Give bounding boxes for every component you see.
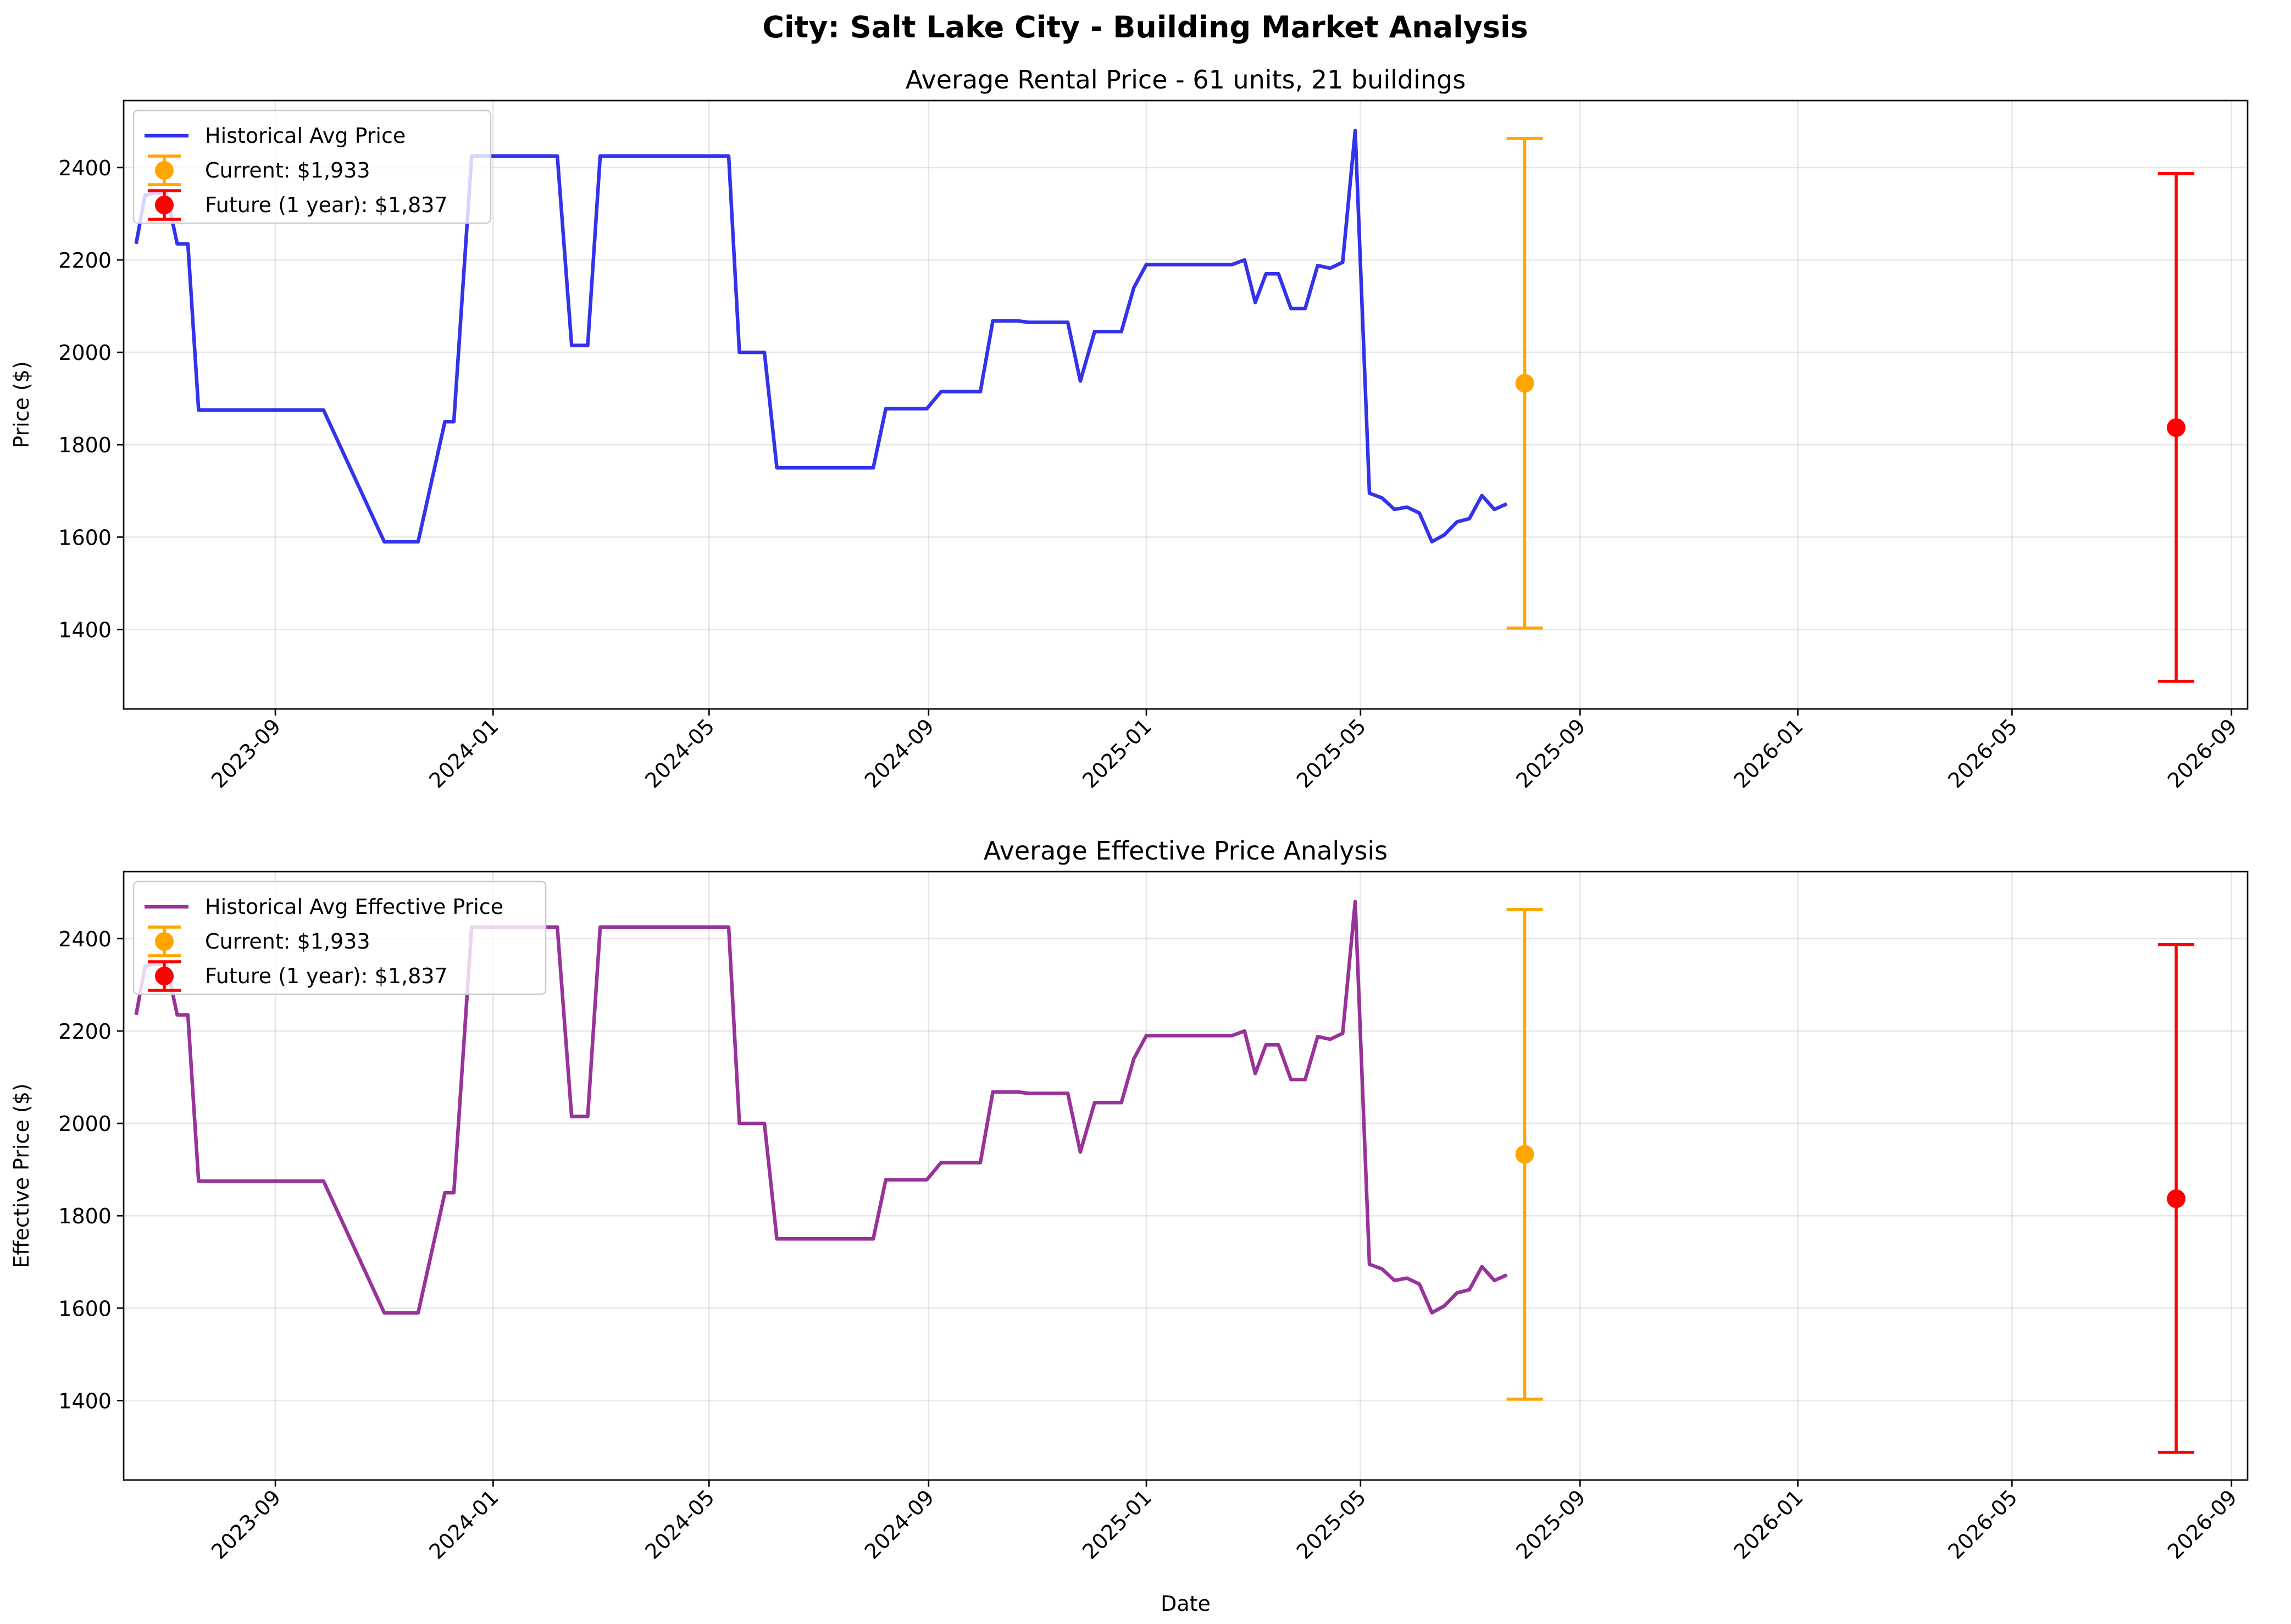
y-tick-label: 1400 bbox=[58, 1389, 112, 1413]
y-tick-label: 1800 bbox=[58, 433, 112, 457]
x-tick-label: 2026-01 bbox=[1729, 714, 1808, 792]
legend-label: Future (1 year): $1,837 bbox=[205, 964, 448, 988]
x-tick-label: 2023-09 bbox=[207, 714, 285, 792]
x-tick-label: 2026-05 bbox=[1943, 714, 2022, 792]
x-tick-label: 2023-09 bbox=[207, 1485, 285, 1564]
rental-price-chart: Average Rental Price - 61 units, 21 buil… bbox=[9, 65, 2249, 793]
chart-title: Average Effective Price Analysis bbox=[984, 836, 1388, 866]
x-tick-label: 2024-09 bbox=[860, 1485, 939, 1564]
legend-box bbox=[132, 880, 547, 995]
series-line bbox=[134, 129, 1508, 544]
legend-box bbox=[132, 109, 492, 224]
legend-label: Historical Avg Effective Price bbox=[205, 895, 503, 919]
x-tick-label: 2024-01 bbox=[424, 714, 503, 792]
chart-title: Average Rental Price - 61 units, 21 buil… bbox=[906, 65, 1466, 95]
y-tick-label: 1600 bbox=[58, 1296, 112, 1321]
x-tick-label: 2026-01 bbox=[1729, 1485, 1808, 1564]
y-tick-label: 2000 bbox=[58, 1112, 112, 1136]
x-axis-label: Date bbox=[1161, 1592, 1211, 1616]
legend-label: Historical Avg Price bbox=[205, 124, 406, 148]
errorbar-point bbox=[1515, 374, 1534, 393]
y-tick-label: 1400 bbox=[58, 618, 112, 642]
legend-marker bbox=[155, 932, 174, 951]
legend: Historical Avg Effective Price Current: $… bbox=[132, 880, 547, 995]
legend-marker bbox=[155, 967, 174, 985]
x-tick-label: 2026-09 bbox=[2163, 714, 2242, 792]
y-tick-label: 2200 bbox=[58, 1019, 112, 1044]
errorbar-point bbox=[2167, 1189, 2186, 1209]
legend-label: Current: $1,933 bbox=[205, 158, 370, 182]
plot-frame bbox=[123, 99, 2249, 710]
y-tick-label: 1800 bbox=[58, 1204, 112, 1228]
x-tick-label: 2026-05 bbox=[1943, 1485, 2022, 1564]
y-tick-label: 2400 bbox=[58, 927, 112, 951]
y-tick-label: 2000 bbox=[58, 341, 112, 365]
y-tick-label: 2400 bbox=[58, 156, 112, 180]
series-line bbox=[134, 900, 1508, 1315]
x-tick-label: 2026-09 bbox=[2163, 1485, 2242, 1564]
y-tick-label: 1600 bbox=[58, 525, 112, 550]
y-axis-label: Effective Price ($) bbox=[9, 1083, 34, 1268]
x-tick-label: 2025-05 bbox=[1292, 1485, 1371, 1564]
x-tick-label: 2025-05 bbox=[1292, 714, 1371, 792]
plot-frame bbox=[123, 871, 2249, 1481]
legend-label: Future (1 year): $1,837 bbox=[205, 193, 448, 217]
x-tick-label: 2025-01 bbox=[1078, 714, 1156, 792]
x-tick-label: 2025-01 bbox=[1078, 1485, 1156, 1564]
errorbar-point bbox=[2167, 418, 2186, 437]
x-tick-label: 2024-05 bbox=[640, 1485, 719, 1564]
x-tick-label: 2024-01 bbox=[424, 1485, 503, 1564]
y-axis-label: Price ($) bbox=[9, 361, 34, 448]
legend-marker bbox=[155, 161, 174, 180]
x-tick-label: 2024-05 bbox=[640, 714, 719, 792]
legend-label: Current: $1,933 bbox=[205, 929, 370, 954]
x-tick-label: 2024-09 bbox=[860, 714, 939, 792]
legend: Historical Avg Price Current: $1,933 Futur… bbox=[132, 109, 492, 224]
y-tick-label: 2200 bbox=[58, 248, 112, 273]
legend-marker bbox=[155, 196, 174, 214]
x-tick-label: 2025-09 bbox=[1511, 1485, 1590, 1564]
errorbar-point bbox=[1515, 1145, 1534, 1164]
effective-price-chart: Average Effective Price Analysis 1400 1600… bbox=[9, 836, 2249, 1616]
figure-title: City: Salt Lake City - Building Market A… bbox=[762, 10, 1528, 45]
x-tick-label: 2025-09 bbox=[1511, 714, 1590, 792]
